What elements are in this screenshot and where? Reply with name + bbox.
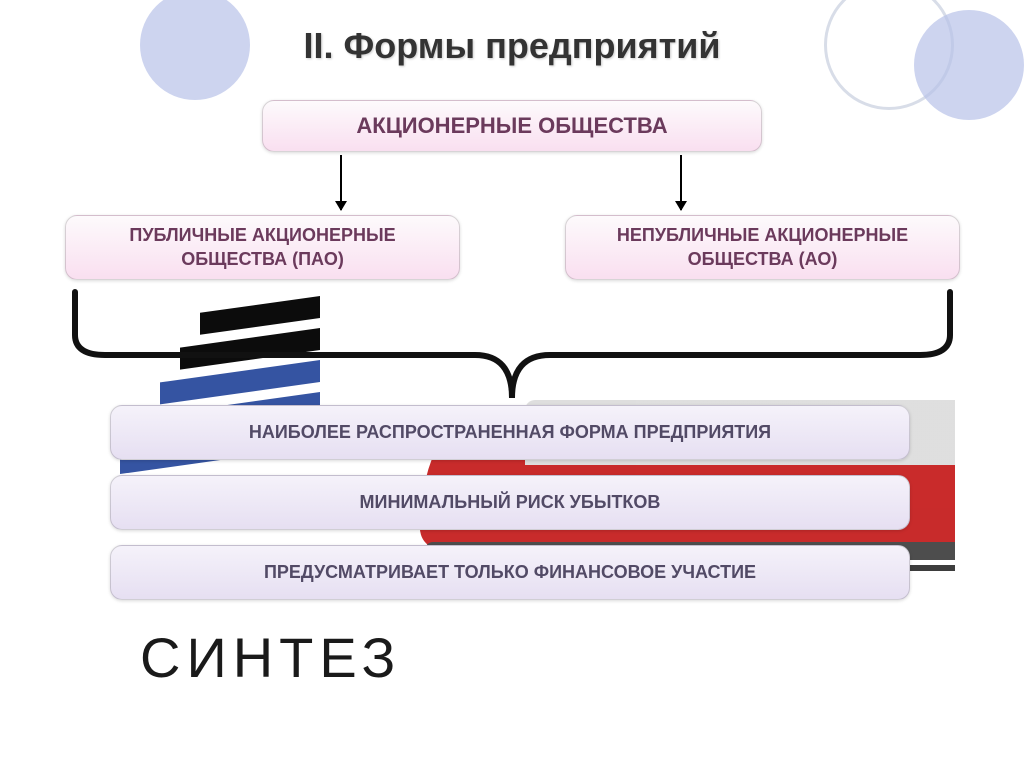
property-box: МИНИМАЛЬНЫЙ РИСК УБЫТКОВ [110, 475, 910, 530]
property-box: НАИБОЛЕЕ РАСПРОСТРАНЕННАЯ ФОРМА ПРЕДПРИЯ… [110, 405, 910, 460]
property-box: ПРЕДУСМАТРИВАЕТ ТОЛЬКО ФИНАНСОВОЕ УЧАСТИ… [110, 545, 910, 600]
root-node-label: АКЦИОНЕРНЫЕ ОБЩЕСТВА [356, 113, 667, 139]
right-branch-node: НЕПУБЛИЧНЫЕ АКЦИОНЕРНЫЕ ОБЩЕСТВА (АО) [565, 215, 960, 280]
arrow-to-right-branch [680, 155, 682, 210]
property-label: МИНИМАЛЬНЫЙ РИСК УБЫТКОВ [360, 492, 661, 513]
right-branch-label: НЕПУБЛИЧНЫЕ АКЦИОНЕРНЫЕ ОБЩЕСТВА (АО) [576, 224, 949, 271]
property-label: НАИБОЛЕЕ РАСПРОСТРАНЕННАЯ ФОРМА ПРЕДПРИЯ… [249, 422, 771, 443]
curly-brace-connector [65, 280, 960, 405]
slide-title: II. Формы предприятий [0, 25, 1024, 67]
root-node: АКЦИОНЕРНЫЕ ОБЩЕСТВА [262, 100, 762, 152]
left-branch-label: ПУБЛИЧНЫЕ АКЦИОНЕРНЫЕ ОБЩЕСТВА (ПАО) [76, 224, 449, 271]
background-logo-text: СИНТЕЗ [140, 625, 401, 690]
property-label: ПРЕДУСМАТРИВАЕТ ТОЛЬКО ФИНАНСОВОЕ УЧАСТИ… [264, 562, 756, 583]
left-branch-node: ПУБЛИЧНЫЕ АКЦИОНЕРНЫЕ ОБЩЕСТВА (ПАО) [65, 215, 460, 280]
arrow-to-left-branch [340, 155, 342, 210]
